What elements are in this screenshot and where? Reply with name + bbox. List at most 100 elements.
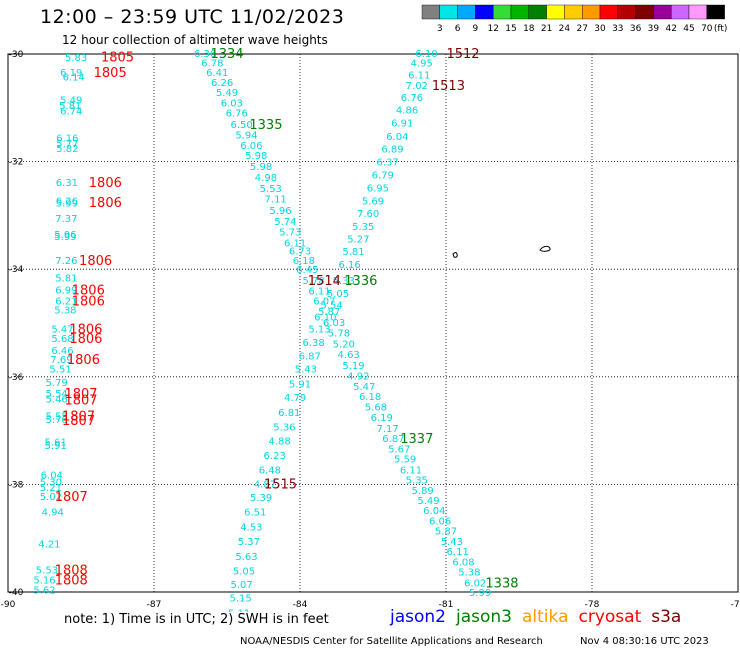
wave-height-value: 5.78 — [302, 276, 324, 287]
wave-height-value: 6.11 — [408, 70, 430, 81]
wave-height-value: 4.21 — [38, 540, 60, 551]
y-tick-label: -38 — [9, 480, 24, 490]
wave-height-value: 5.47 — [51, 324, 73, 335]
wave-height-value: 4.53 — [240, 522, 262, 533]
wave-height-value: 6.03 — [221, 98, 243, 109]
satellite-altika: altika — [522, 607, 569, 627]
wave-height-value: 7.60 — [357, 209, 379, 220]
wave-height-value: 5.37 — [238, 537, 260, 548]
satellite-jason2: jason2 — [390, 607, 446, 627]
pass-time-label: 1338 — [485, 576, 518, 591]
legend-tick-label: 9 — [473, 24, 479, 34]
wave-height-value: 6.26 — [56, 196, 78, 207]
pass-time-label: 1806 — [69, 332, 102, 347]
pass-time-label: 1807 — [62, 410, 95, 425]
wave-height-value: 6.19 — [371, 413, 393, 424]
wave-height-value: 5.51 — [49, 365, 71, 376]
wave-height-value: 6.06 — [240, 141, 262, 152]
wave-height-value: 5.96 — [54, 230, 76, 241]
wave-height-value: 6.10 — [415, 49, 437, 60]
wave-height-value: 6.51 — [244, 507, 266, 518]
satellite-jason3: jason3 — [456, 607, 512, 627]
wave-height-value: 5.54 — [321, 301, 343, 312]
wave-height-value: 7.17 — [376, 424, 398, 435]
wave-height-value: 5.81 — [342, 247, 364, 258]
wave-height-value: 6.81 — [278, 408, 300, 419]
wave-height-value: 6.16 — [339, 260, 361, 271]
wave-height-value: 6.74 — [60, 106, 82, 117]
footer-timestamp: Nov 4 08:30:16 UTC 2023 — [580, 636, 709, 647]
wave-height-value: 5.36 — [273, 422, 295, 433]
wave-height-value: 5.35 — [352, 222, 374, 233]
x-tick-label: -81 — [439, 600, 454, 610]
chart-subtitle: 12 hour collection of altimeter wave hei… — [62, 33, 328, 47]
wave-height-value: 4.63 — [338, 350, 360, 361]
wave-height-value: 5.33 — [333, 276, 355, 287]
wave-height-value: 6.26 — [211, 78, 233, 89]
wave-height-value: 6.11 — [447, 547, 469, 558]
wave-height-value: 6.18 — [359, 392, 381, 403]
y-tick-label: -30 — [9, 50, 24, 60]
units-note: note: 1) Time is in UTC; 2) SWH is in fe… — [64, 612, 329, 627]
wave-height-value: 5.68 — [365, 402, 387, 413]
pass-time-label: 1806 — [89, 196, 122, 211]
satellite-s3a: s3a — [651, 607, 682, 627]
legend-swatch-max — [706, 4, 725, 20]
pass-time-label: 1806 — [72, 284, 105, 299]
wave-height-value: 5.38 — [54, 306, 76, 317]
island-shape — [539, 245, 551, 252]
legend-tick-label: 70 — [701, 24, 713, 34]
wave-height-value: 5.77 — [56, 139, 78, 150]
wave-height-value: 7.26 — [55, 256, 77, 267]
pass-time-label: 1514 — [308, 274, 341, 289]
pass-time-label: 1515 — [264, 477, 297, 492]
wave-height-value: 5.96 — [269, 206, 291, 217]
wave-height-value: 6.04 — [41, 471, 63, 482]
legend-tick-label: 6 — [455, 24, 461, 34]
legend-tick-label: 30 — [594, 24, 606, 34]
wave-height-value: 5.91 — [45, 441, 67, 452]
pass-time-label: 1808 — [55, 574, 88, 589]
pass-time-label: 1807 — [55, 490, 88, 505]
wave-height-value: 6.46 — [51, 346, 73, 357]
x-tick-label: -78 — [585, 600, 600, 610]
wave-height-value: 5.81 — [59, 101, 81, 112]
legend-tick-label: 21 — [541, 24, 552, 34]
wave-height-value: 5.07 — [230, 580, 252, 591]
wave-height-value: 5.62 — [33, 585, 55, 596]
pass-time-label: 1807 — [62, 414, 95, 429]
wave-height-value: 7.02 — [406, 81, 428, 92]
wave-height-value: 6.41 — [206, 68, 228, 79]
legend-tick-label: 36 — [630, 24, 642, 34]
wave-height-value: 6.07 — [313, 296, 335, 307]
wave-height-value: 6.16 — [56, 133, 78, 144]
wave-height-value: 6.50 — [230, 120, 252, 131]
wave-height-value: 5.53 — [36, 565, 58, 576]
pass-time-label: 1806 — [79, 254, 112, 269]
plot-frame — [7, 53, 739, 593]
wave-height-value: 5.30 — [40, 478, 62, 489]
wave-height-value: 6.37 — [376, 158, 398, 169]
pass-time-label: 1808 — [55, 563, 88, 578]
wave-height-value: 6.87 — [299, 351, 321, 362]
wave-height-value: 6.11 — [308, 287, 330, 298]
wave-height-value: 6.38 — [302, 338, 324, 349]
rising-track: 6.104.956.117.026.764.866.916.046.896.37… — [228, 49, 438, 612]
wave-height-value: 5.43 — [295, 365, 317, 376]
wave-height-value: 6.04 — [423, 506, 445, 517]
wave-height-value: 5.91 — [289, 379, 311, 390]
y-tick-label: -34 — [9, 265, 24, 275]
falling-track: 6.366.786.416.265.496.036.766.505.946.06… — [194, 49, 491, 599]
legend-tick-label: 24 — [559, 24, 571, 34]
wave-height-value: 5.02 — [40, 492, 62, 503]
wave-height-value: 6.18 — [293, 256, 315, 267]
wave-height-value: 6.36 — [194, 49, 216, 60]
wave-height-value: 5.98 — [250, 162, 272, 173]
legend-tick-label: 42 — [665, 24, 676, 34]
wave-height-value: 5.38 — [458, 568, 480, 579]
wave-height-value: 7.69 — [50, 355, 72, 366]
wave-height-value: 6.23 — [264, 451, 286, 462]
wave-height-value: 5.61 — [45, 437, 67, 448]
wave-height-value: 4.86 — [396, 105, 418, 116]
pass-time-label: 1335 — [249, 118, 282, 133]
